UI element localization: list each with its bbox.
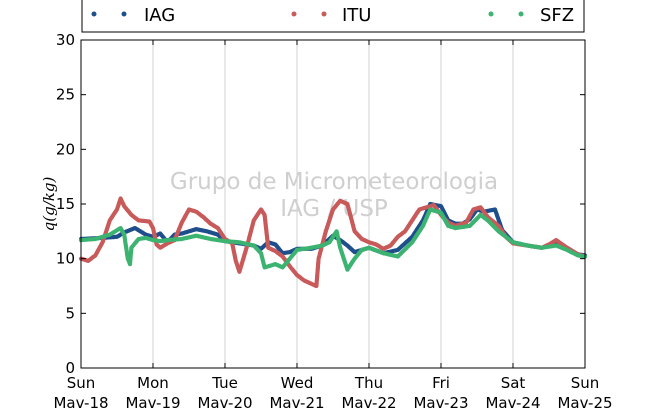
x-tick-label-day: Tue <box>211 374 238 392</box>
legend-marker <box>291 11 297 17</box>
x-tick-label-day: Sun <box>571 374 600 392</box>
legend-item-iag: IAG <box>91 5 175 26</box>
grid <box>152 40 514 368</box>
y-axis-label: q(g/kg) <box>40 177 58 232</box>
watermark: Grupo de Micrometeorologia IAG / USP <box>170 169 498 222</box>
legend-label: IAG <box>144 5 175 26</box>
x-tick-label-date: Mav-25 <box>557 394 612 409</box>
x-tick-label-day: Wed <box>281 374 314 392</box>
legend-marker <box>91 11 97 17</box>
series-layer <box>78 196 588 289</box>
x-tick-label-day: Thu <box>354 374 383 392</box>
y-axis: 0 5 10 15 20 25 30 <box>56 31 585 377</box>
x-tick-label-date: Mav-18 <box>53 394 108 409</box>
x-tick-label-date: Mav-22 <box>341 394 396 409</box>
x-tick-label-date: Mav-24 <box>485 394 540 409</box>
legend-marker <box>518 11 524 17</box>
legend-item-sfz: SFZ <box>488 5 574 26</box>
x-tick-label-day: Sat <box>501 374 526 392</box>
legend-label: ITU <box>342 5 371 26</box>
x-tick-label-date: Mav-23 <box>413 394 468 409</box>
y-tick-label: 10 <box>56 250 75 268</box>
legend-marker <box>488 11 494 17</box>
series-sfz <box>78 207 588 272</box>
legend-label: SFZ <box>540 5 574 26</box>
y-tick-label: 15 <box>56 195 75 213</box>
y-tick-label: 25 <box>56 86 75 104</box>
legend-frame <box>81 0 585 33</box>
x-tick-label-date: Mav-21 <box>269 394 324 409</box>
legend-marker <box>121 11 127 17</box>
y-tick-label: 20 <box>56 140 75 158</box>
x-tick-label-date: Mav-20 <box>197 394 252 409</box>
y-tick-label: 5 <box>65 304 75 322</box>
watermark-line-1: Grupo de Micrometeorologia <box>170 169 498 195</box>
x-tick-label-day: Sun <box>67 374 96 392</box>
legend-item-itu: ITU <box>291 5 371 26</box>
x-tick-label-date: Mav-19 <box>125 394 180 409</box>
y-tick-label: 0 <box>65 359 75 377</box>
legend: IAG ITU SFZ <box>81 0 585 33</box>
x-tick-label-day: Fri <box>432 374 450 392</box>
legend-marker <box>321 11 327 17</box>
x-tick-label-day: Mon <box>137 374 169 392</box>
x-axis: Sun Mav-18 Mon Mav-19 Tue Mav-20 Wed Mav-21 Thu M… <box>53 40 613 409</box>
y-tick-label: 30 <box>56 31 75 49</box>
